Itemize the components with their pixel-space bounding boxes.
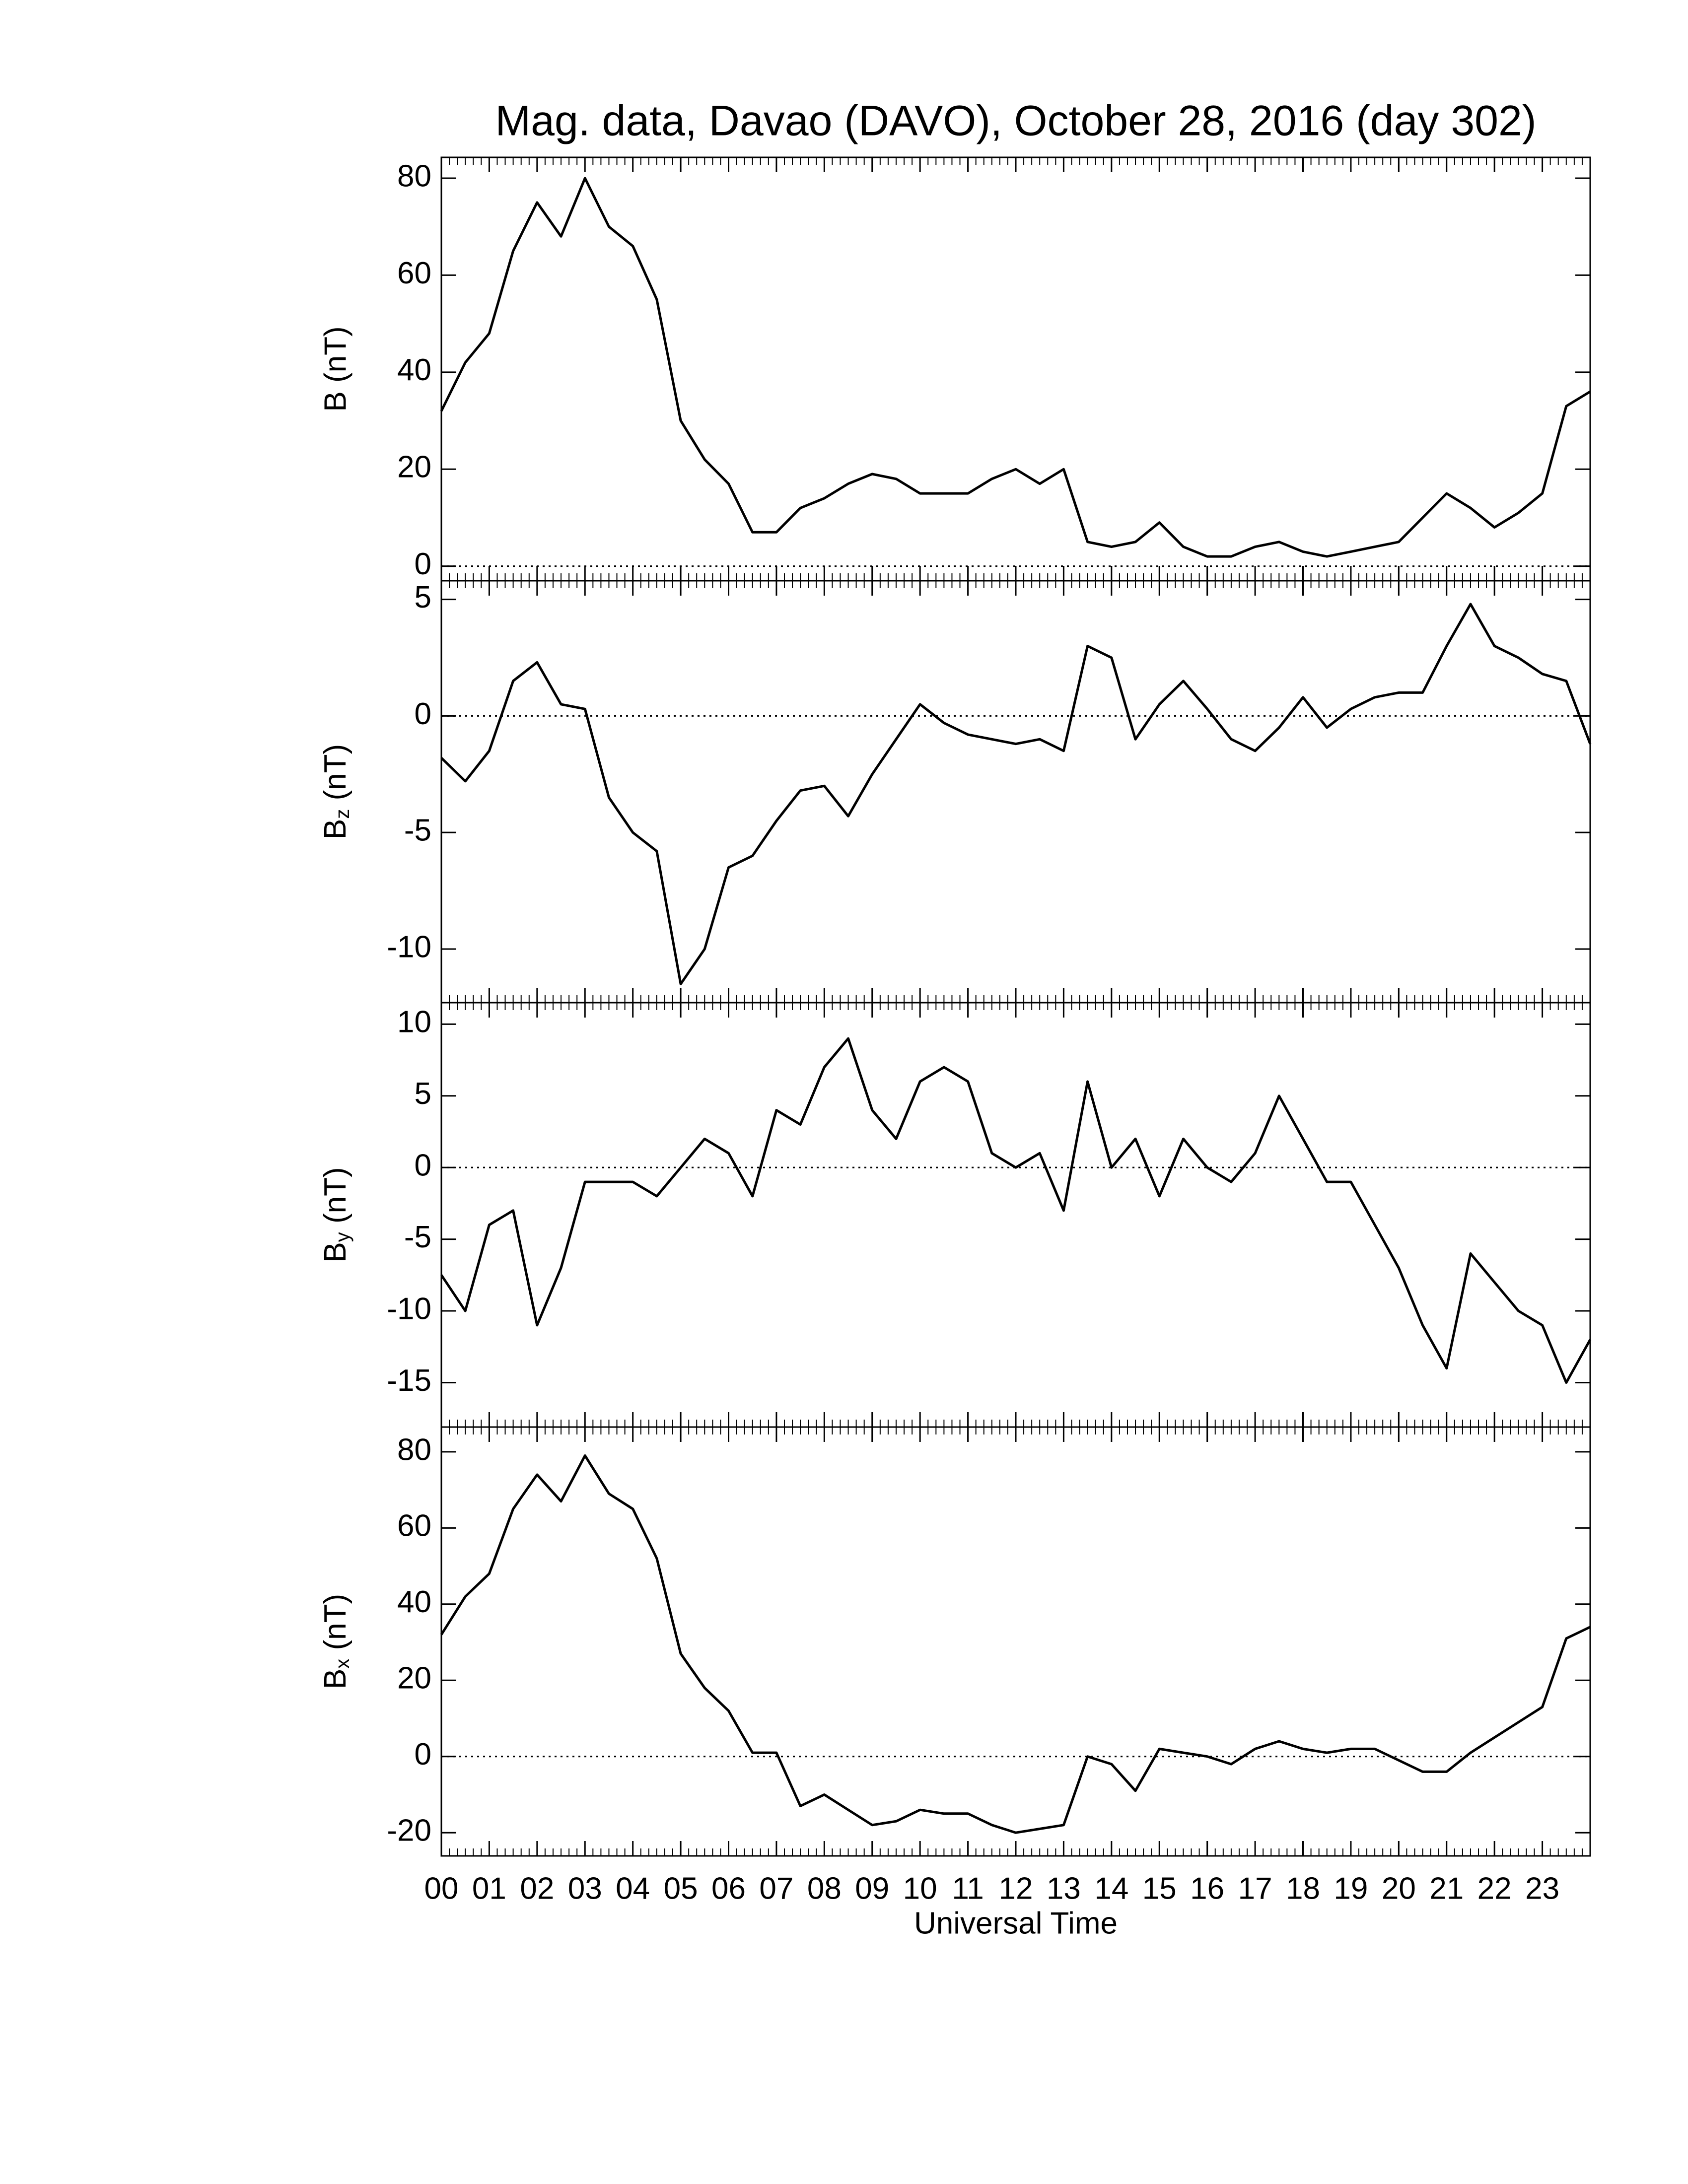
x-tick-label: 03 bbox=[568, 1871, 602, 1906]
x-tick-label: 18 bbox=[1286, 1871, 1320, 1906]
x-tick-label: 07 bbox=[759, 1871, 793, 1906]
data-line bbox=[440, 177, 1591, 558]
y-tick-label: 5 bbox=[415, 1077, 431, 1111]
x-tick-label: 00 bbox=[424, 1871, 459, 1906]
x-tick-label: 11 bbox=[952, 1871, 984, 1906]
x-tick-label: 08 bbox=[807, 1871, 842, 1906]
y-axis-label: By (nT) bbox=[318, 1167, 353, 1262]
data-line bbox=[440, 1454, 1591, 1834]
y-tick-label: 0 bbox=[415, 1149, 431, 1183]
x-tick-label: 15 bbox=[1142, 1871, 1177, 1906]
y-tick-label: 0 bbox=[415, 1737, 431, 1772]
x-tick-label: 22 bbox=[1477, 1871, 1512, 1906]
x-axis-label: Universal Time bbox=[914, 1906, 1118, 1940]
y-tick-label: -15 bbox=[387, 1364, 431, 1398]
plot-frame bbox=[440, 156, 1591, 582]
y-tick-label: 10 bbox=[397, 1005, 431, 1039]
y-tick-label: 0 bbox=[415, 697, 431, 731]
x-tick-label: 10 bbox=[903, 1871, 937, 1906]
plot-frame bbox=[440, 1002, 1591, 1428]
x-tick-label: 17 bbox=[1238, 1871, 1272, 1906]
y-tick-label: 40 bbox=[397, 353, 431, 387]
x-tick-label: 14 bbox=[1094, 1871, 1128, 1906]
y-tick-label: -5 bbox=[404, 814, 431, 848]
plot-frame bbox=[440, 580, 1591, 1004]
x-tick-label: 21 bbox=[1429, 1871, 1464, 1906]
y-tick-label: 20 bbox=[397, 450, 431, 484]
x-tick-label: 01 bbox=[472, 1871, 506, 1906]
y-tick-label: 20 bbox=[397, 1661, 431, 1696]
x-tick-label: 16 bbox=[1190, 1871, 1224, 1906]
x-tick-label: 12 bbox=[999, 1871, 1033, 1906]
y-tick-label: 80 bbox=[397, 159, 431, 193]
x-tick-label: 20 bbox=[1382, 1871, 1416, 1906]
y-tick-label: -10 bbox=[387, 930, 431, 964]
y-axis-label: Bz (nT) bbox=[318, 744, 353, 839]
y-tick-label: -20 bbox=[387, 1814, 431, 1848]
data-line bbox=[440, 1037, 1592, 1384]
x-tick-label: 05 bbox=[664, 1871, 698, 1906]
y-axis-label: B (nT) bbox=[318, 326, 352, 411]
chart-title: Mag. data, Davao (DAVO), October 28, 201… bbox=[495, 97, 1537, 145]
y-tick-label: 0 bbox=[415, 547, 431, 581]
y-axis-label: Bx (nT) bbox=[318, 1594, 353, 1689]
y-tick-label: 60 bbox=[397, 1509, 431, 1543]
y-tick-label: 60 bbox=[397, 256, 431, 290]
x-tick-label: 23 bbox=[1525, 1871, 1559, 1906]
x-tick-label: 13 bbox=[1047, 1871, 1081, 1906]
plot-frame bbox=[440, 1426, 1591, 1857]
x-tick-label: 09 bbox=[855, 1871, 889, 1906]
y-tick-label: -5 bbox=[404, 1220, 431, 1254]
x-tick-label: 02 bbox=[520, 1871, 554, 1906]
y-tick-label: 5 bbox=[415, 580, 431, 614]
x-tick-label: 04 bbox=[616, 1871, 650, 1906]
data-line bbox=[440, 603, 1592, 985]
y-tick-label: 40 bbox=[397, 1585, 431, 1619]
x-tick-label: 19 bbox=[1334, 1871, 1368, 1906]
y-tick-label: 80 bbox=[397, 1433, 431, 1467]
x-tick-label: 06 bbox=[711, 1871, 746, 1906]
y-tick-label: -10 bbox=[387, 1292, 431, 1326]
